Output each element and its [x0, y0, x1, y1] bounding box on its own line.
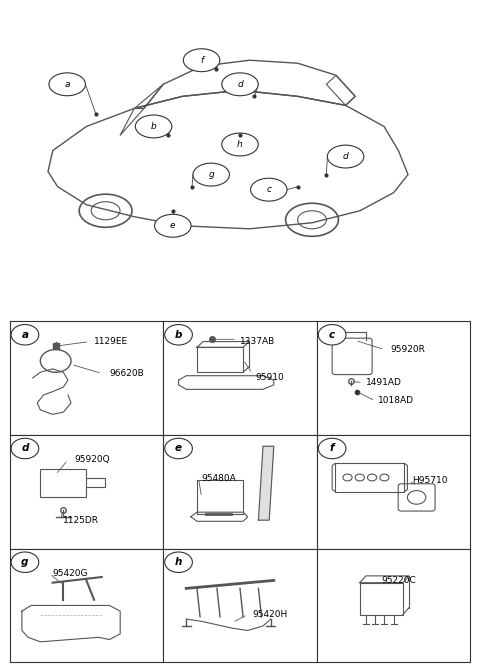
- Text: b: b: [175, 330, 182, 340]
- Circle shape: [165, 438, 192, 459]
- Text: 1125DR: 1125DR: [63, 516, 99, 524]
- Text: c: c: [266, 185, 271, 194]
- Text: c: c: [329, 330, 335, 340]
- Text: 95910: 95910: [255, 373, 284, 383]
- Text: a: a: [64, 80, 70, 89]
- Text: 1491AD: 1491AD: [366, 378, 402, 387]
- Circle shape: [222, 73, 258, 96]
- Circle shape: [155, 214, 191, 237]
- Text: d: d: [343, 152, 348, 161]
- Text: 96620B: 96620B: [109, 369, 144, 378]
- Circle shape: [327, 145, 364, 168]
- Circle shape: [11, 324, 39, 345]
- Circle shape: [251, 178, 287, 201]
- Text: 95480A: 95480A: [202, 474, 236, 482]
- Circle shape: [11, 438, 39, 459]
- Text: e: e: [175, 444, 182, 454]
- Text: 95920R: 95920R: [391, 345, 425, 354]
- Text: f: f: [200, 56, 203, 65]
- Text: H95710: H95710: [412, 476, 447, 485]
- Circle shape: [183, 49, 220, 72]
- Circle shape: [11, 552, 39, 573]
- Text: g: g: [21, 557, 29, 567]
- Circle shape: [222, 133, 258, 156]
- Text: g: g: [208, 170, 214, 179]
- Text: 1018AD: 1018AD: [378, 396, 414, 405]
- Circle shape: [49, 73, 85, 96]
- Polygon shape: [258, 446, 274, 520]
- Text: a: a: [22, 330, 28, 340]
- Text: b: b: [151, 122, 156, 131]
- Text: 95420G: 95420G: [53, 569, 88, 578]
- Circle shape: [165, 552, 192, 573]
- Text: d: d: [237, 80, 243, 89]
- Circle shape: [165, 324, 192, 345]
- Text: d: d: [21, 444, 29, 454]
- Text: h: h: [175, 557, 182, 567]
- Text: 95420H: 95420H: [252, 610, 288, 619]
- Text: 1337AB: 1337AB: [240, 337, 275, 346]
- Text: 95220C: 95220C: [381, 576, 416, 585]
- Circle shape: [318, 324, 346, 345]
- Text: f: f: [330, 444, 335, 454]
- Circle shape: [135, 115, 172, 138]
- Circle shape: [193, 163, 229, 186]
- Circle shape: [318, 438, 346, 459]
- Text: h: h: [237, 140, 243, 149]
- Text: 95920Q: 95920Q: [74, 456, 110, 464]
- Text: e: e: [170, 221, 176, 230]
- Text: 1129EE: 1129EE: [94, 337, 128, 346]
